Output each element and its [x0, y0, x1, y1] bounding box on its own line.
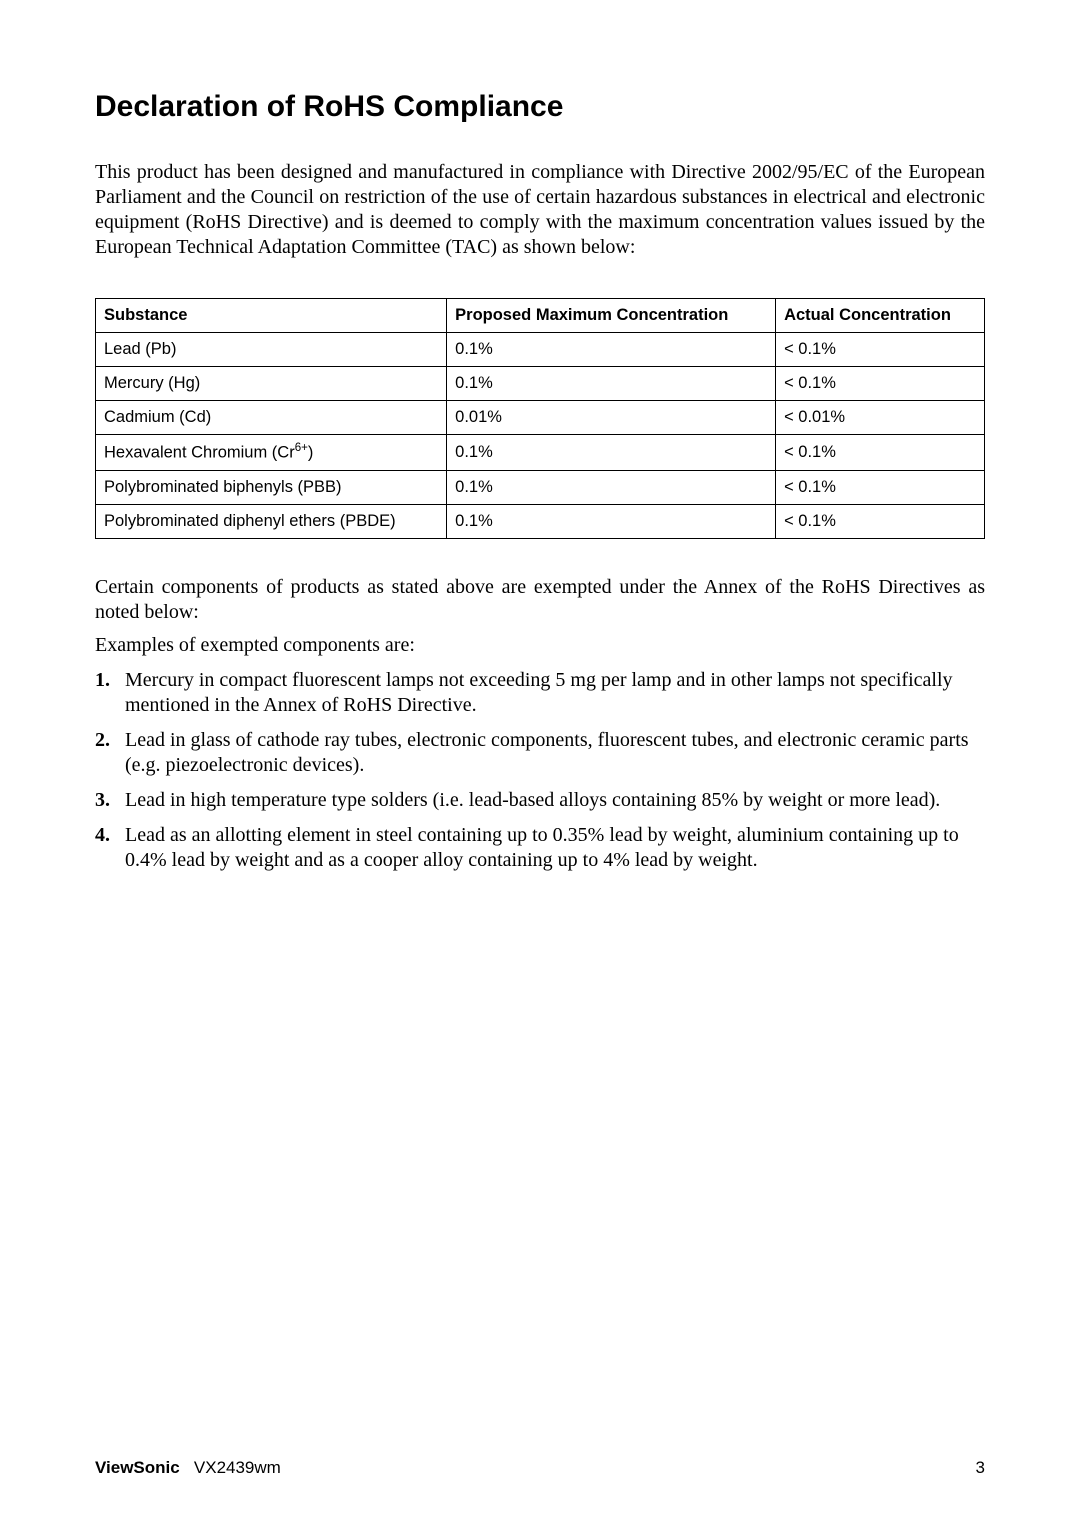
th-proposed: Proposed Maximum Concentration — [447, 299, 776, 333]
footer-brand: ViewSonic — [95, 1458, 180, 1477]
list-text: Mercury in compact fluorescent lamps not… — [125, 669, 953, 716]
cell-proposed: 0.1% — [447, 333, 776, 367]
cell-actual: < 0.1% — [776, 367, 985, 401]
intro-paragraph: This product has been designed and manuf… — [95, 160, 985, 260]
cell-proposed: 0.1% — [447, 504, 776, 538]
table-row: Hexavalent Chromium (Cr6+) 0.1% < 0.1% — [96, 435, 985, 471]
cell-substance: Mercury (Hg) — [96, 367, 447, 401]
rohs-table: Substance Proposed Maximum Concentration… — [95, 298, 985, 539]
th-substance: Substance — [96, 299, 447, 333]
cell-substance: Polybrominated biphenyls (PBB) — [96, 470, 447, 504]
cell-actual: < 0.01% — [776, 401, 985, 435]
exempt-list: 1.Mercury in compact fluorescent lamps n… — [95, 668, 985, 873]
cell-actual: < 0.1% — [776, 504, 985, 538]
cell-substance: Lead (Pb) — [96, 333, 447, 367]
table-header-row: Substance Proposed Maximum Concentration… — [96, 299, 985, 333]
list-text: Lead in glass of cathode ray tubes, elec… — [125, 729, 969, 776]
table-row: Cadmium (Cd) 0.01% < 0.01% — [96, 401, 985, 435]
examples-label: Examples of exempted components are: — [95, 633, 985, 658]
cell-proposed: 0.01% — [447, 401, 776, 435]
cell-proposed: 0.1% — [447, 367, 776, 401]
cell-actual: < 0.1% — [776, 333, 985, 367]
footer-model: VX2439wm — [194, 1458, 281, 1477]
page-footer: ViewSonic VX2439wm 3 — [95, 1458, 985, 1478]
cell-proposed: 0.1% — [447, 435, 776, 471]
exempt-intro: Certain components of products as stated… — [95, 575, 985, 625]
list-text: Lead as an allotting element in steel co… — [125, 824, 959, 871]
cell-proposed: 0.1% — [447, 470, 776, 504]
table-row: Polybrominated diphenyl ethers (PBDE) 0.… — [96, 504, 985, 538]
list-item: 1.Mercury in compact fluorescent lamps n… — [95, 668, 985, 718]
cell-substance: Polybrominated diphenyl ethers (PBDE) — [96, 504, 447, 538]
table-row: Polybrominated biphenyls (PBB) 0.1% < 0.… — [96, 470, 985, 504]
cell-substance: Hexavalent Chromium (Cr6+) — [96, 435, 447, 471]
table-row: Mercury (Hg) 0.1% < 0.1% — [96, 367, 985, 401]
th-actual: Actual Concentration — [776, 299, 985, 333]
list-text: Lead in high temperature type solders (i… — [125, 789, 940, 811]
table-row: Lead (Pb) 0.1% < 0.1% — [96, 333, 985, 367]
cell-substance: Cadmium (Cd) — [96, 401, 447, 435]
list-item: 2.Lead in glass of cathode ray tubes, el… — [95, 728, 985, 778]
list-item: 4.Lead as an allotting element in steel … — [95, 823, 985, 873]
footer-page-number: 3 — [976, 1458, 985, 1478]
cell-actual: < 0.1% — [776, 435, 985, 471]
cell-actual: < 0.1% — [776, 470, 985, 504]
page-title: Declaration of RoHS Compliance — [95, 90, 985, 124]
list-item: 3.Lead in high temperature type solders … — [95, 788, 985, 813]
